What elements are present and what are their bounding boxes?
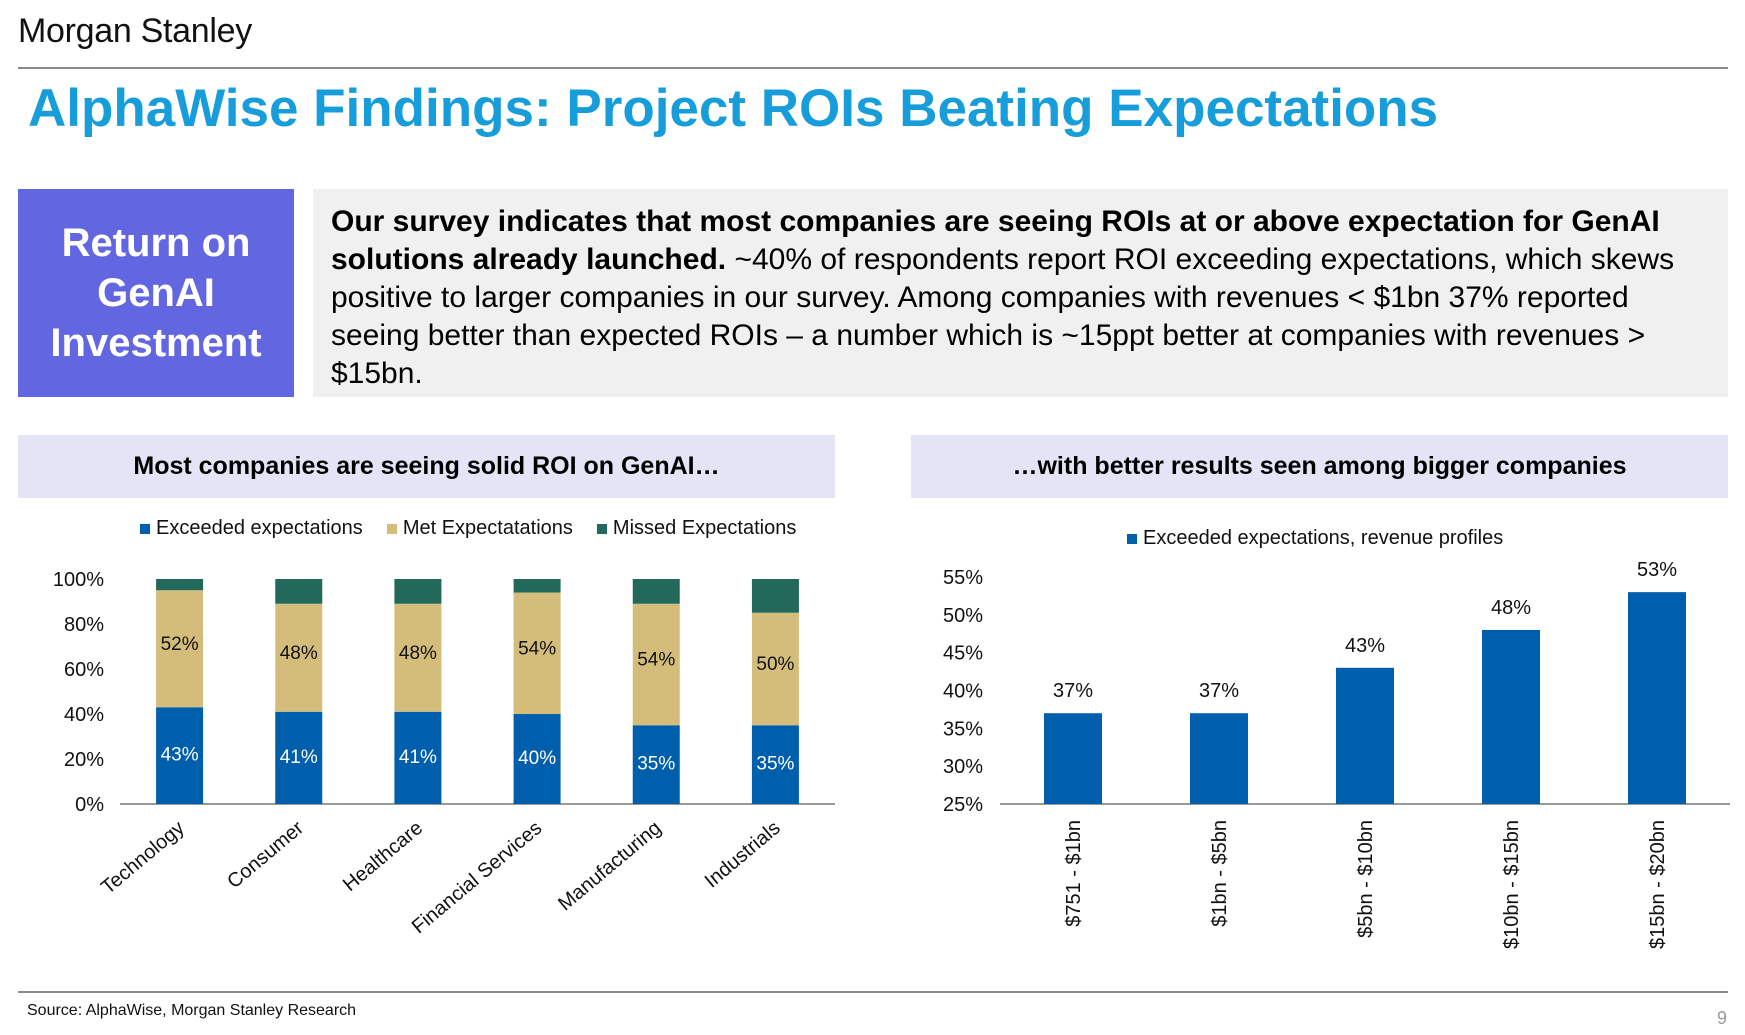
data-label: 37% xyxy=(1199,680,1239,702)
chart2-bar: 25% 30% 35% 40% 45% 50% 55% 37% $751 - $1bn 37% $1… xyxy=(943,559,1730,949)
y-tick-label: 45% xyxy=(943,643,983,665)
data-label: 43% xyxy=(1345,635,1385,657)
bar-segment xyxy=(275,579,323,604)
summary-body-text: ~40% of respondents report ROI exceeding… xyxy=(331,243,1675,390)
y-tick-label: 30% xyxy=(943,756,983,778)
legend-swatch-missed xyxy=(596,523,607,534)
y-tick-label: 20% xyxy=(64,749,104,771)
bar-segment xyxy=(513,579,561,593)
chart1-title: Most companies are seeing solid ROI on G… xyxy=(18,435,835,498)
bar-segment xyxy=(632,579,680,604)
source-note: Source: AlphaWise, Morgan Stanley Resear… xyxy=(27,1002,357,1019)
bar-segment xyxy=(394,711,442,804)
legend-label-missed: Missed Expectations xyxy=(612,517,797,539)
bar-segment xyxy=(156,590,204,708)
legend-label-exceeded: Exceeded expectations xyxy=(156,517,363,539)
top-divider xyxy=(18,67,1728,69)
bar xyxy=(1044,713,1102,804)
brand-logo: Morgan Stanley xyxy=(18,12,252,50)
data-label: 40% xyxy=(518,748,556,769)
legend-item-met: Met Expectatations xyxy=(386,517,573,540)
chart2-legend: Exceeded expectations, revenue profiles xyxy=(1127,527,1503,550)
data-label: 41% xyxy=(399,747,437,768)
x-tick-label: $751 - $1bn xyxy=(1063,820,1085,927)
summary-bold-text: Our survey indicates that most companies… xyxy=(331,205,1660,276)
chart2-title: …with better results seen among bigger c… xyxy=(911,435,1728,498)
data-label: 41% xyxy=(280,747,318,768)
summary-label: Return on GenAI Investment xyxy=(50,221,262,365)
y-tick-label: 60% xyxy=(64,659,104,681)
bar-segment xyxy=(751,725,799,804)
y-tick-label: 35% xyxy=(943,718,983,740)
page-number: 9 xyxy=(1716,1008,1727,1028)
y-tick-label: 40% xyxy=(64,704,104,726)
bar xyxy=(1190,713,1248,804)
x-tick-label: $1bn - $5bn xyxy=(1209,820,1231,927)
bar-segment xyxy=(513,714,561,804)
bar-segment xyxy=(156,579,204,591)
data-label: 50% xyxy=(756,654,794,675)
data-label: 54% xyxy=(637,650,675,671)
bar-segment xyxy=(394,603,442,712)
bar-segment xyxy=(156,707,204,804)
legend-swatch-revenue xyxy=(1127,533,1137,544)
x-tick-label: Technology xyxy=(97,817,189,899)
x-tick-label: $15bn - $20bn xyxy=(1647,820,1669,949)
data-label: 53% xyxy=(1637,559,1677,581)
legend-label-met: Met Expectatations xyxy=(402,517,573,539)
x-tick-label: Financial Services xyxy=(408,817,546,938)
bar xyxy=(1482,629,1540,804)
y-tick-label: 100% xyxy=(53,569,104,591)
legend-item-exceeded: Exceeded expectations xyxy=(140,517,363,540)
bar-segment xyxy=(513,592,561,714)
bar xyxy=(1336,667,1394,804)
y-tick-label: 25% xyxy=(943,794,983,816)
data-label: 43% xyxy=(161,745,199,766)
y-tick-label: 50% xyxy=(943,605,983,627)
x-tick-label: Consumer xyxy=(223,817,308,893)
data-label: 48% xyxy=(1491,597,1531,619)
bar-segment xyxy=(632,725,680,804)
legend-item-revenue: Exceeded expectations, revenue profiles xyxy=(1127,527,1503,550)
bar-segment xyxy=(275,603,323,712)
page-title: AlphaWise Findings: Project ROIs Beating… xyxy=(28,79,1439,138)
legend-label-revenue: Exceeded expectations, revenue profiles xyxy=(1143,527,1504,549)
data-label: 54% xyxy=(518,638,556,659)
summary-box: Our survey indicates that most companies… xyxy=(313,189,1728,397)
data-label: 37% xyxy=(1053,680,1093,702)
chart1-stacked-bar: 0% 20% 40% 60% 80% 100% 43% 52% Technology 41% 48%… xyxy=(53,569,835,938)
data-label: 48% xyxy=(280,643,318,664)
bar xyxy=(1628,592,1686,804)
data-label: 35% xyxy=(637,754,675,775)
legend-swatch-met xyxy=(386,523,397,534)
y-tick-label: 55% xyxy=(943,567,983,589)
summary-label-box: Return on GenAI Investment xyxy=(18,189,294,397)
bar-segment xyxy=(275,711,323,804)
x-tick-label: Industrials xyxy=(701,817,785,892)
data-label: 35% xyxy=(756,754,794,775)
x-tick-label: $5bn - $10bn xyxy=(1355,820,1377,938)
bar-segment xyxy=(632,603,680,726)
data-label: 52% xyxy=(161,634,199,655)
legend-swatch-exceeded xyxy=(140,523,150,534)
bar-segment xyxy=(751,612,799,726)
bar-segment xyxy=(751,579,799,613)
y-tick-label: 40% xyxy=(943,681,983,703)
data-label: 48% xyxy=(399,643,437,664)
bottom-divider xyxy=(18,991,1728,993)
x-tick-label: Manufacturing xyxy=(554,817,665,915)
bar-segment xyxy=(394,579,442,604)
y-tick-label: 0% xyxy=(75,794,104,816)
x-tick-label: Healthcare xyxy=(339,817,427,896)
y-tick-label: 80% xyxy=(64,614,104,636)
chart1-legend: Exceeded expectations Met Expectatations… xyxy=(140,517,796,540)
legend-item-missed: Missed Expectations xyxy=(596,517,797,540)
x-tick-label: $10bn - $15bn xyxy=(1501,820,1523,949)
